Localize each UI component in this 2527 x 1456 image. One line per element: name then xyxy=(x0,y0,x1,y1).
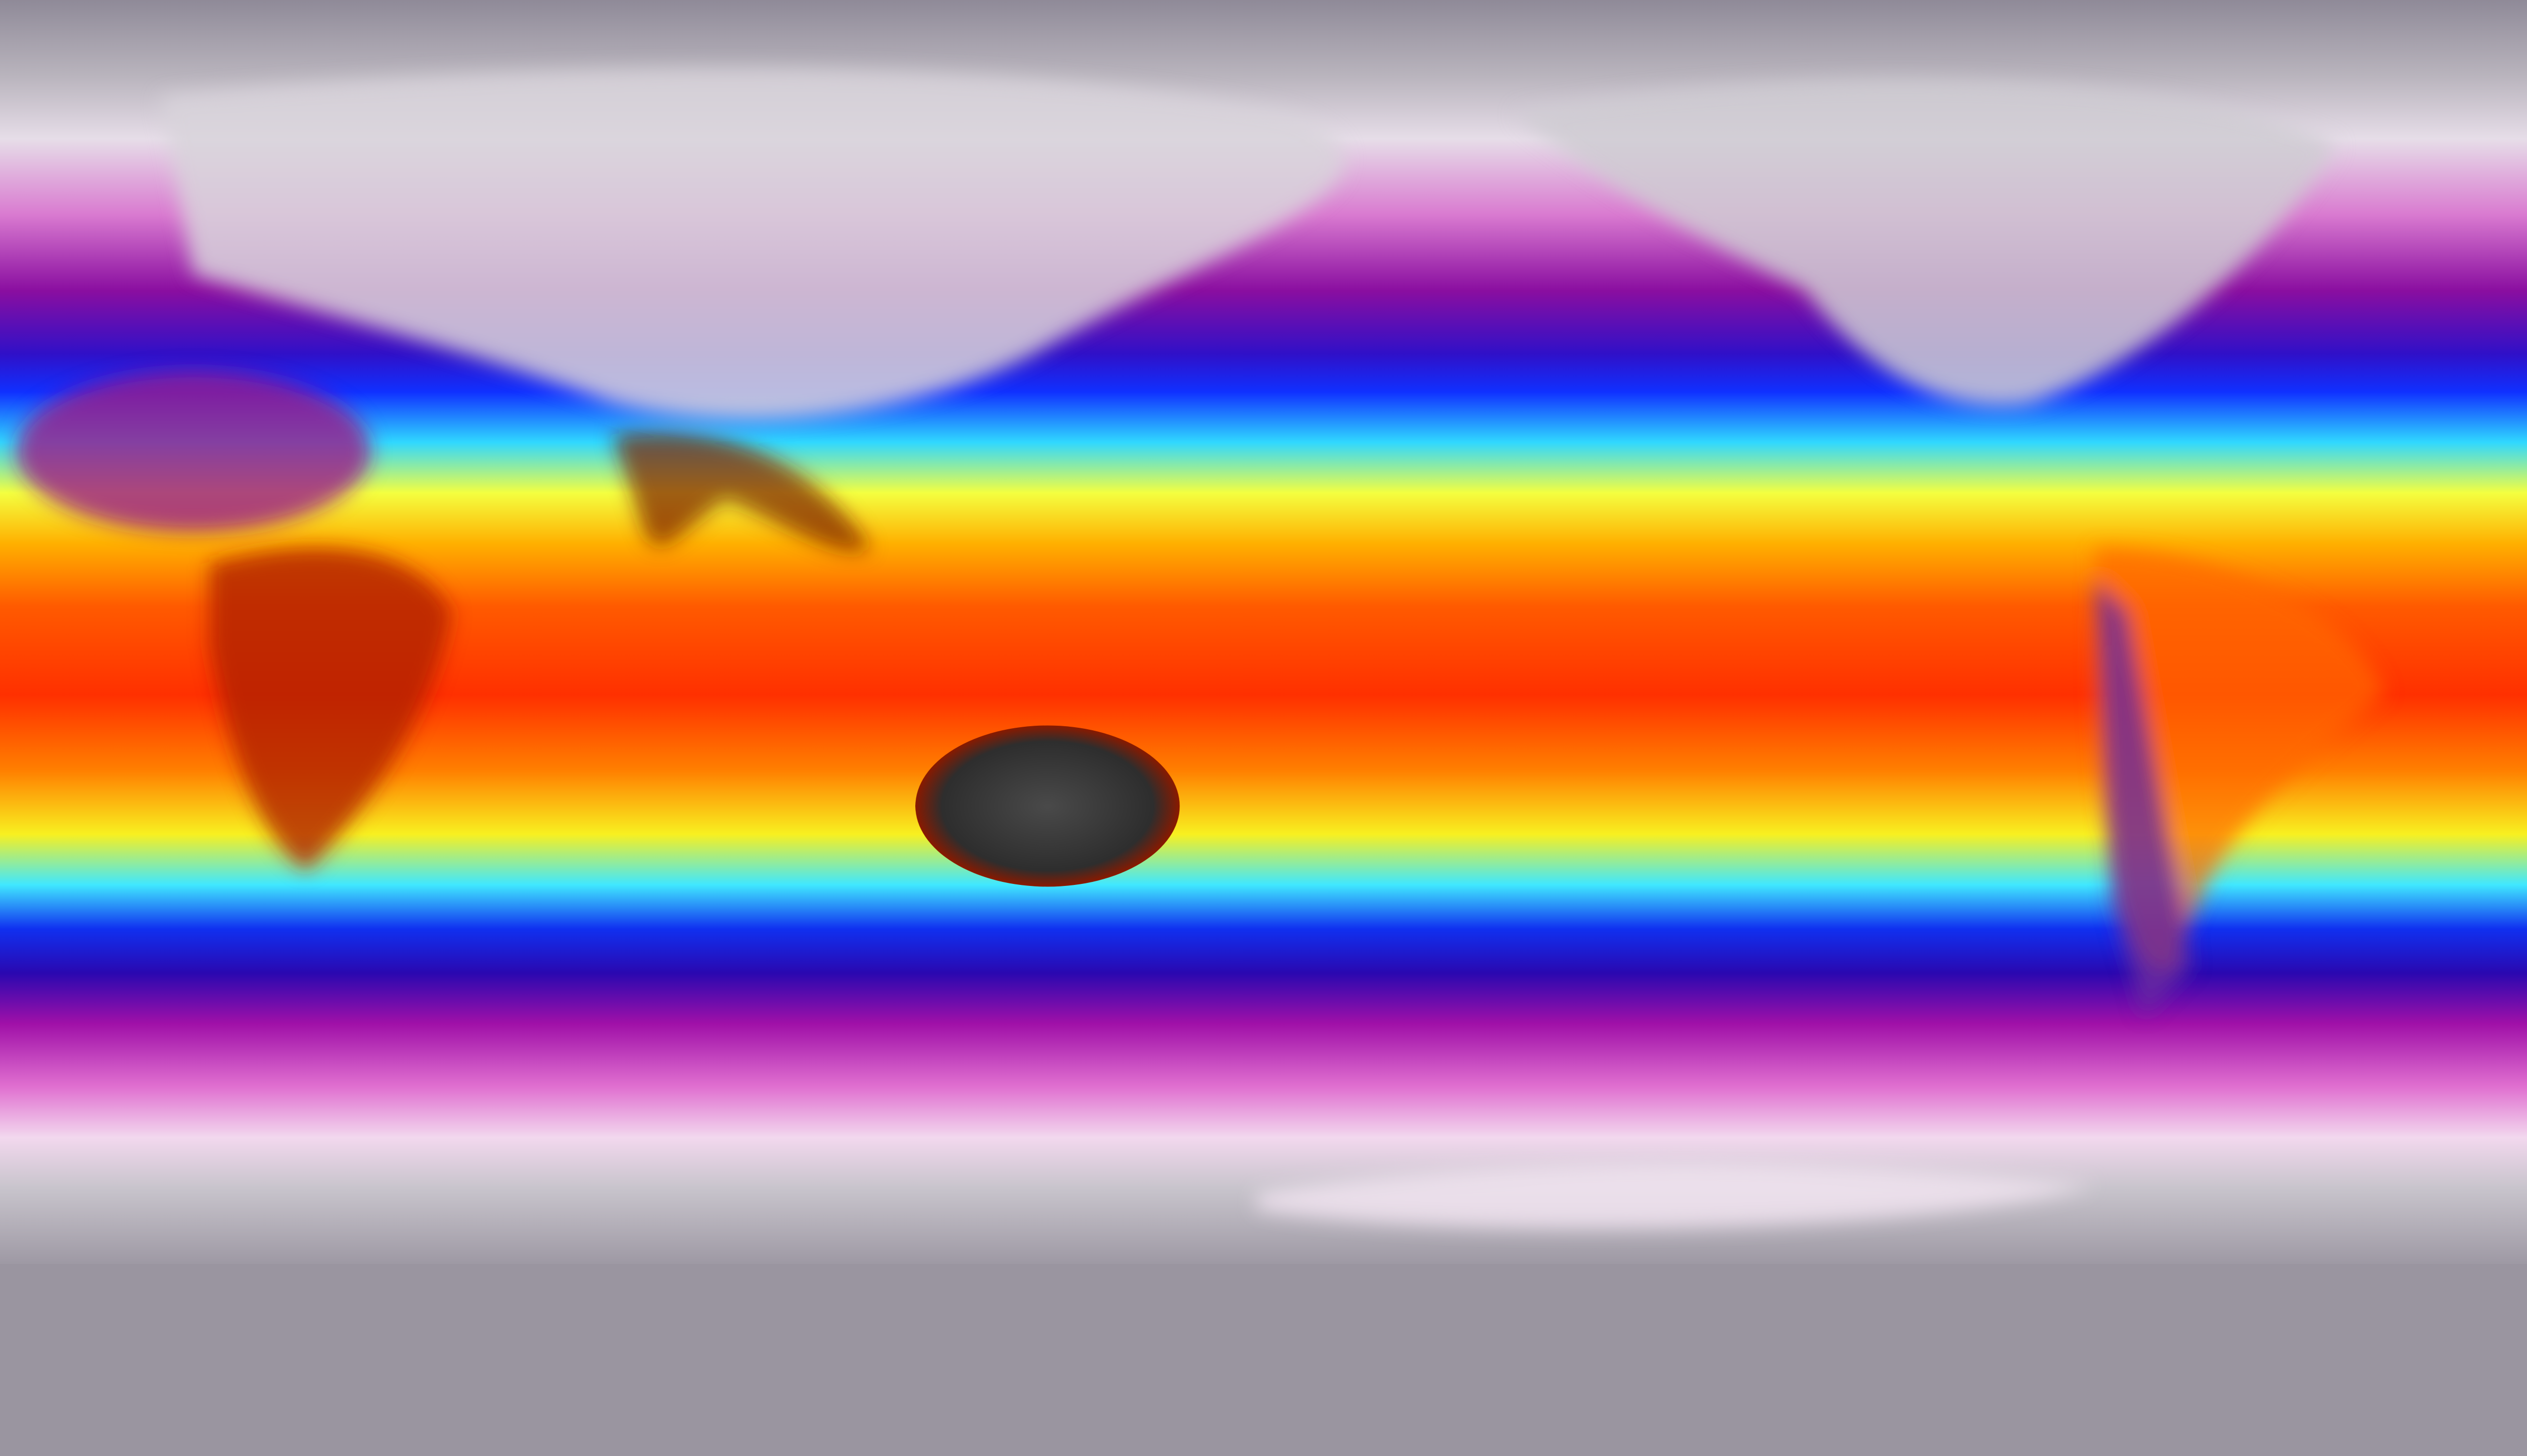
andes xyxy=(2095,580,2192,1016)
india-southeast-asia xyxy=(612,431,870,551)
temperature-map xyxy=(0,0,2527,1264)
africa xyxy=(209,548,451,871)
north-america-cold xyxy=(1515,79,2337,406)
antarctica-edge xyxy=(1257,1164,2095,1229)
continents xyxy=(16,68,2385,1229)
mediterranean-warm-pool xyxy=(16,370,371,532)
australia-interior xyxy=(915,725,1180,887)
eurasia-cold xyxy=(161,68,1344,419)
